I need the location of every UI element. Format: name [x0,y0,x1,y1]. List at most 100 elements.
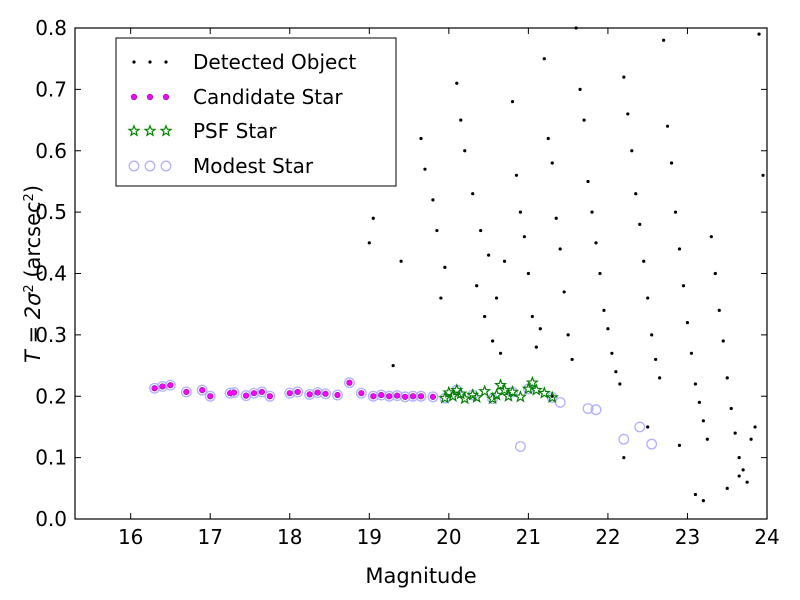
data-point-modest-star [427,391,439,403]
data-point-psf-star [446,389,460,402]
data-point-detected-object [586,179,590,184]
data-point-detected-object [622,75,626,79]
data-point-candidate-star [386,393,393,400]
data-point-candidate-star [230,389,238,396]
data-point-modest-star [312,387,324,399]
data-point-detected-object [371,216,375,220]
data-point-detected-object [622,456,626,460]
data-point-candidate-star [286,390,293,397]
data-point-psf-star [513,389,527,403]
legend-marker [127,124,141,137]
y-tick-label: 0.2 [35,384,67,408]
data-point-modest-star [367,390,379,402]
data-point-detected-object [542,57,546,61]
data-point-psf-star [537,386,551,399]
legend-marker [130,93,138,101]
data-point-modest-star [248,387,260,399]
data-point-candidate-star [358,390,365,397]
data-point-modest-star [320,388,332,400]
data-point-psf-star [497,383,512,396]
data-point-candidate-star [258,388,266,396]
legend-marker-open-circle [128,160,172,172]
data-point-detected-object [729,406,733,411]
data-point-modest-star [590,404,602,416]
data-point-detected-object [650,333,654,337]
data-point-modest-star [240,390,252,402]
data-point-detected-object [646,425,650,429]
data-point-modest-star [292,386,304,398]
data-point-detected-object [439,296,443,300]
data-point-detected-object [530,314,534,319]
data-point-detected-object [681,284,686,288]
data-point-candidate-star [159,383,166,390]
data-point-modest-star [514,441,526,453]
data-point-detected-object [634,192,638,196]
x-tick-label: 19 [357,525,382,549]
data-point-modest-star [646,438,658,450]
data-point-modest-star [149,382,160,394]
data-point-detected-object [677,443,682,447]
data-point-detected-object [522,235,527,239]
x-tick-label: 17 [197,525,222,549]
y-axis-title-unit-sup: 2 [22,193,37,201]
y-axis-title-unit: (arcsec [21,201,45,284]
data-point-candidate-star [322,390,329,397]
data-point-detected-object [487,253,491,257]
data-point-detected-object [558,247,562,251]
data-point-detected-object [546,136,550,141]
data-point-detected-object [602,308,606,312]
data-point-modest-star [391,390,403,402]
data-point-modest-star [343,377,355,389]
data-point-modest-star [399,391,411,403]
y-axis-title-main: T = 2σ [21,292,45,363]
legend: Detected Object Candidate Star PSF Star … [115,37,397,187]
data-point-detected-object [502,259,507,263]
data-point-detected-object [455,81,459,85]
data-point-detected-object [669,161,674,165]
x-tick-label: 20 [436,525,461,549]
data-point-psf-star [521,381,535,395]
data-point-psf-star [529,383,543,396]
data-point-modest-star [264,390,276,402]
data-point-candidate-star [242,392,250,399]
data-point-candidate-star [401,393,409,400]
data-point-psf-star [458,391,472,405]
data-point-detected-object [459,118,463,122]
data-point-detected-object [717,308,721,312]
data-point-detected-object [534,345,538,349]
data-point-detected-object [399,259,403,263]
data-point-psf-star [490,388,504,401]
data-point-detected-object [737,474,741,478]
data-point-detected-object [419,136,423,141]
legend-item-detected-object: Detected Object [132,50,356,74]
y-tick-label: 0.4 [35,262,67,286]
data-point-detected-object [566,333,570,337]
data-point-detected-object [654,357,658,362]
data-point-detected-object [673,210,678,214]
data-point-modest-star [415,390,427,402]
x-tick-label: 16 [118,525,143,549]
data-point-psf-star [454,386,468,400]
data-point-detected-object [475,284,479,288]
data-point-candidate-star [346,379,353,386]
data-point-detected-object [606,327,610,331]
svg-text:T = 2σ2 (arcsec2): T = 2σ2 (arcsec2) [21,185,45,363]
data-point-candidate-star [183,388,190,396]
data-point-detected-object [709,235,713,239]
data-point-candidate-star [207,393,214,400]
data-point-detected-object [733,431,737,435]
data-point-detected-object [685,321,690,325]
data-point-candidate-star [334,391,341,399]
data-point-detected-object [490,339,495,343]
y-tick-label: 0.6 [35,139,67,163]
data-point-detected-object [479,228,483,233]
data-point-modest-star [157,380,168,392]
x-tick-label: 22 [595,525,620,549]
legend-marker [132,60,136,64]
y-tick-label: 0.7 [35,77,67,101]
data-point-detected-object [435,228,439,233]
data-point-psf-star [545,390,559,404]
legend-marker [146,93,154,101]
data-point-candidate-star [417,393,425,400]
